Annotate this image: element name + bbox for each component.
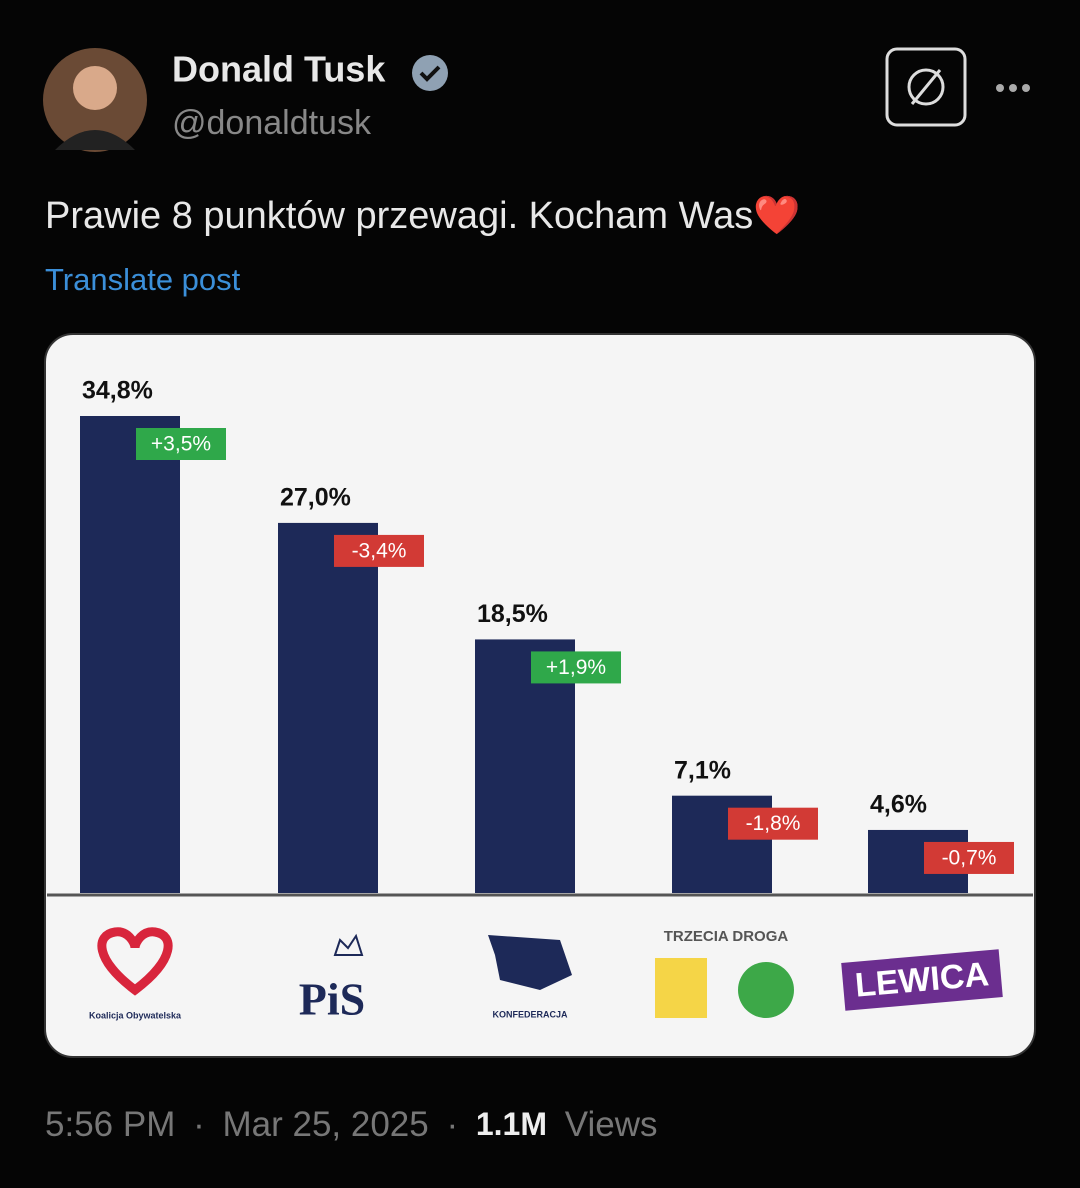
konf-eagle (488, 935, 572, 990)
grok-button[interactable] (885, 47, 967, 127)
value-label: 7,1% (674, 756, 731, 784)
grok-icon-slash (910, 69, 942, 105)
ko-heart (97, 927, 173, 996)
verified-badge (412, 55, 448, 91)
value-label: 34,8% (82, 377, 153, 405)
change-label: -3,4% (352, 539, 407, 562)
change-box (728, 807, 818, 840)
change-box (924, 841, 1014, 874)
dot (1009, 84, 1017, 92)
post-time: 5:56 PM (45, 1105, 175, 1144)
change-label: -1,8% (746, 812, 801, 835)
handle[interactable]: @donaldtusk (172, 104, 372, 142)
bar (80, 416, 180, 893)
category-label: Koalicja Obywatelska (89, 1010, 182, 1020)
avatar[interactable] (43, 48, 147, 152)
lewica-box (841, 949, 1003, 1011)
view-count: 1.1M (476, 1106, 547, 1142)
change-box (531, 651, 621, 684)
post-meta: 5:56 PM · Mar 25, 2025 · 1.1M Views (45, 1105, 657, 1144)
views-label: Views (565, 1105, 658, 1144)
grok-icon (907, 68, 945, 106)
post-date: Mar 25, 2025 (222, 1105, 428, 1144)
author-name[interactable]: Donald Tusk (172, 49, 386, 90)
meta-separator: · (193, 1105, 205, 1144)
change-label: +3,5% (151, 433, 211, 456)
badge-check (419, 65, 441, 82)
value-label: 4,6% (870, 791, 927, 819)
change-box (334, 534, 424, 567)
change-box (136, 428, 226, 460)
meta-separator: · (446, 1105, 458, 1144)
change-label: -0,7% (942, 846, 997, 869)
td-clover (738, 962, 794, 1018)
bar (278, 522, 378, 893)
category-label: PiS (299, 974, 365, 1025)
chart: 34,8% +3,5% 27,0% -3,4% 18,5% +1,9% 7,1% -1,8% 4… (80, 377, 1014, 1025)
value-label: 27,0% (280, 484, 351, 512)
avatar-face (73, 66, 117, 110)
dot (1022, 84, 1030, 92)
category-label: TRZECIA DROGA (664, 928, 789, 945)
translate-link[interactable]: Translate post (45, 262, 241, 297)
value-label: 18,5% (477, 600, 548, 628)
pis-crown (333, 933, 364, 956)
change-label: +1,9% (546, 656, 606, 679)
avatar-body (55, 130, 135, 150)
td-yellow (655, 958, 707, 1018)
category-label: KONFEDERACJA (492, 1009, 568, 1019)
post-text: Prawie 8 punktów przewagi. Kocham Was❤️ (45, 194, 801, 237)
badge-circle (412, 55, 448, 91)
dot (996, 84, 1004, 92)
more-button[interactable] (996, 84, 1030, 92)
